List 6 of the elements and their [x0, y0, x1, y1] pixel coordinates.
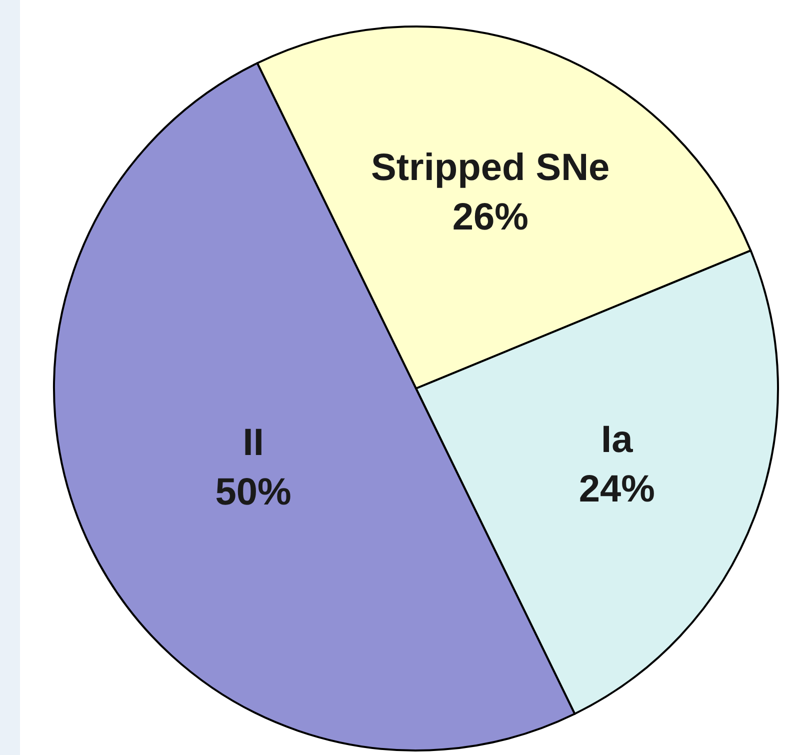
slice-label: Ia — [601, 419, 634, 462]
slice-label: II — [242, 422, 264, 464]
data-label: 26% — [452, 196, 528, 238]
slice-label: Stripped SNe — [371, 147, 610, 190]
data-label: 24% — [578, 468, 655, 511]
data-label: 50% — [215, 472, 292, 514]
